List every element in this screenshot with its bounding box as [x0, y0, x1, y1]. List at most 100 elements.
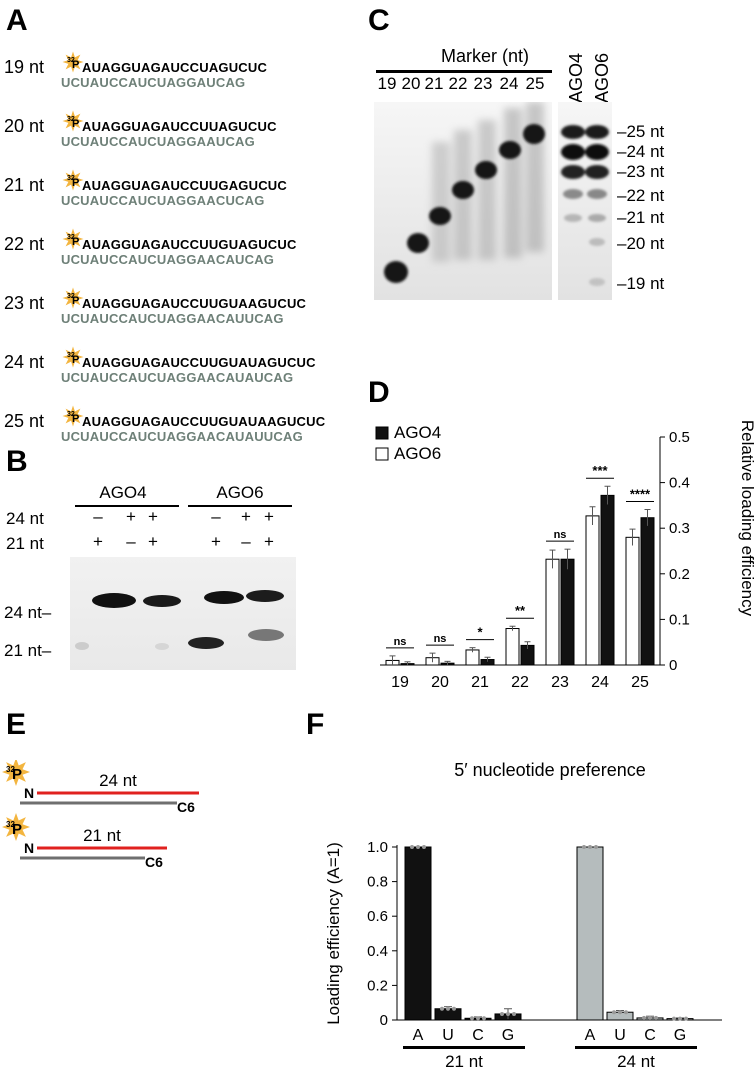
sense-strand-sequence: AUAGGUAGAUCCUUGUAAGUCUC [82, 296, 307, 311]
y-tick-label: 0.6 [367, 908, 388, 925]
data-point [440, 1006, 444, 1011]
sequence-length-label: 23 nt [4, 293, 45, 313]
data-point [594, 845, 598, 849]
antisense-strand-sequence: UCUAUCCAUCUAGGAACAUCAG [61, 252, 275, 267]
sequence-length-label: 24 nt [4, 352, 45, 372]
significance-label: ns [554, 529, 567, 541]
marker-lane-label: 21 [424, 74, 444, 93]
panel-b-ago6-bar [188, 505, 292, 507]
size-marker-label: –24 nt [617, 142, 665, 161]
x-tick-label: 24 [591, 674, 609, 690]
panel-label-a: A [6, 4, 28, 37]
data-point [512, 1011, 516, 1016]
phosphate-star-icon: 32P [62, 51, 84, 73]
gel-bands [561, 125, 609, 286]
data-point [410, 845, 414, 849]
star-shape [62, 287, 84, 309]
legend-swatch-ago4 [375, 426, 389, 440]
panel-c-ago-gel [558, 102, 612, 300]
x-tick-label: 25 [631, 674, 649, 690]
size-marker-label: –21 nt [617, 208, 665, 227]
significance-label: ** [515, 603, 526, 618]
bar-ago6 [585, 515, 600, 666]
phosphate-star-icon: 32P [62, 346, 84, 368]
panel-c-lane-ago4: AGO4 [566, 52, 586, 103]
data-point [416, 845, 420, 849]
sign-24nt: – [211, 507, 221, 526]
data-point [446, 1006, 450, 1011]
phosphate-star-icon: 32P [62, 228, 84, 250]
y-axis-label: Loading efficiency (A=1) [324, 842, 343, 1025]
isotope-mass: 32 [6, 820, 15, 829]
bar-a [404, 846, 432, 1021]
bar-a [576, 846, 604, 1021]
isotope-mass: 32 [67, 57, 75, 64]
isotope-letter: P [72, 413, 79, 425]
panel-b-row-21: 21 nt [6, 534, 44, 553]
isotope-mass: 32 [6, 765, 15, 774]
size-marker-label: –25 nt [617, 122, 665, 141]
sign-21nt: + [264, 532, 274, 551]
isotope-mass: 32 [67, 352, 75, 359]
bar-ago6 [505, 628, 520, 666]
star-shape [62, 405, 84, 427]
x-tick-label: C [472, 1027, 484, 1044]
marker-lane-label: 22 [448, 74, 468, 93]
panel-b-marker-24: 24 nt– [4, 603, 52, 622]
isotope-mass: 32 [67, 293, 75, 300]
data-point [470, 1016, 474, 1021]
marker-lane-label: 23 [473, 74, 493, 93]
significance-label: *** [592, 463, 608, 478]
sign-24nt: + [148, 507, 158, 526]
sign-24nt: + [241, 507, 251, 526]
y-tick-label: 1.0 [367, 839, 388, 856]
size-marker-label: –23 nt [617, 162, 665, 181]
data-point [500, 1011, 504, 1016]
x-tick-label: U [442, 1027, 454, 1044]
sign-21nt: + [93, 532, 103, 551]
antisense-strand-sequence: UCUAUCCAUCUAGGAACAUAUCAG [61, 370, 294, 385]
data-point [476, 1016, 480, 1021]
significance-label: ns [394, 636, 407, 648]
x-tick-label: U [614, 1027, 626, 1044]
size-marker-label: –19 nt [617, 274, 665, 293]
isotope-letter: P [72, 118, 79, 130]
antisense-strand-sequence: UCUAUCCAUCUAGGAACAUAUUCAG [61, 429, 303, 444]
group-bar [403, 1046, 525, 1049]
size-marker-label: –20 nt [617, 234, 665, 253]
panel-f-title: 5′ nucleotide preference [454, 760, 646, 780]
isotope-letter: P [72, 295, 79, 307]
isotope-mass: 32 [67, 175, 75, 182]
antisense-strand-sequence: UCUAUCCAUCUAGGAUCAG [61, 75, 246, 90]
y-tick-label: 0.4 [367, 943, 388, 960]
x-tick-label: 22 [511, 674, 529, 690]
legend-label-ago6: AGO6 [394, 444, 441, 463]
panel-b-group-ago6: AGO6 [216, 483, 264, 502]
marker-lane-label: 19 [377, 74, 397, 93]
sign-21nt: – [126, 532, 136, 551]
data-point [588, 845, 592, 849]
sense-strand-sequence: AUAGGUAGAUCCUUGUAUAGUCUC [82, 355, 316, 370]
isotope-mass: 32 [67, 411, 75, 418]
phosphate-star-icon [2, 760, 30, 786]
panel-f-chart: 0 0.2 0.4 0.6 0.8 1.0 Loading efficiency (A=1)… [324, 839, 722, 1070]
panel-b-gel [70, 557, 296, 670]
phosphate-star-icon: 32P [62, 169, 84, 191]
bar-ago4 [640, 517, 655, 666]
sign-21nt: + [148, 532, 158, 551]
star-shape [62, 228, 84, 250]
marker-lane-label: 20 [401, 74, 421, 93]
panel-b-ago4-bar [75, 505, 179, 507]
gel-band [204, 591, 244, 604]
sign-24nt: + [264, 507, 274, 526]
size-marker-label: –22 nt [617, 186, 665, 205]
group-label: 21 nt [445, 1052, 483, 1070]
data-point [684, 1016, 688, 1021]
data-point [612, 1010, 616, 1015]
y-tick-label: 0.3 [669, 520, 690, 537]
significance-label: ns [434, 633, 447, 645]
sequence-length-label: 25 nt [4, 411, 45, 431]
data-point [506, 1011, 510, 1016]
c6-label: C6 [177, 799, 195, 815]
star-shape [62, 51, 84, 73]
